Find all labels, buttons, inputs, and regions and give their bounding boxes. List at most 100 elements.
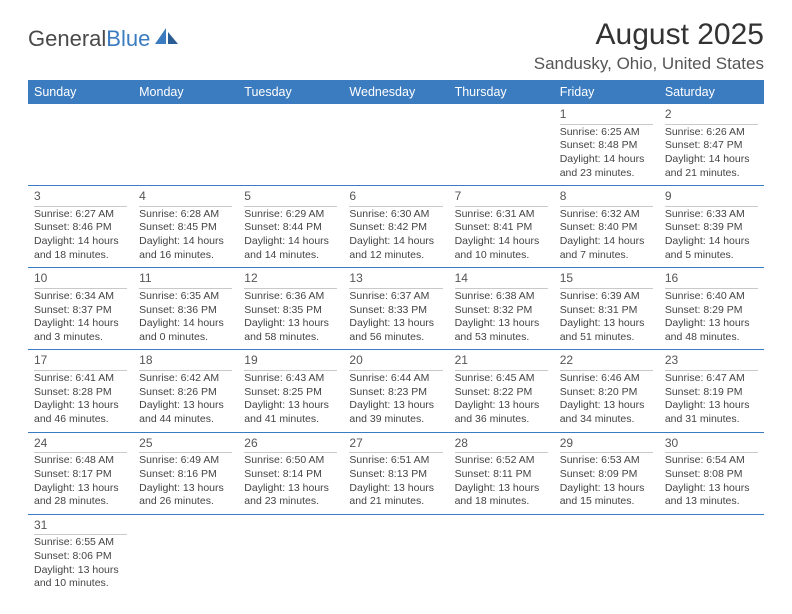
daylight-line: Daylight: 14 hours and 21 minutes.	[665, 153, 758, 180]
calendar-cell	[343, 104, 448, 186]
day-number: 19	[244, 353, 337, 371]
daylight-line: Daylight: 13 hours and 46 minutes.	[34, 399, 127, 426]
day-number: 31	[34, 518, 127, 536]
sunrise-line: Sunrise: 6:47 AM	[665, 372, 758, 386]
day-number: 30	[665, 436, 758, 454]
calendar-cell: 27Sunrise: 6:51 AMSunset: 8:13 PMDayligh…	[343, 432, 448, 514]
logo-text-b: Blue	[106, 26, 150, 52]
day-header: Tuesday	[238, 80, 343, 104]
day-number: 11	[139, 271, 232, 289]
calendar-cell: 20Sunrise: 6:44 AMSunset: 8:23 PMDayligh…	[343, 350, 448, 432]
sunrise-line: Sunrise: 6:50 AM	[244, 454, 337, 468]
calendar-cell: 28Sunrise: 6:52 AMSunset: 8:11 PMDayligh…	[449, 432, 554, 514]
daylight-line: Daylight: 13 hours and 28 minutes.	[34, 482, 127, 509]
day-number: 23	[665, 353, 758, 371]
day-number: 25	[139, 436, 232, 454]
calendar-cell	[449, 104, 554, 186]
sunrise-line: Sunrise: 6:52 AM	[455, 454, 548, 468]
calendar-page: GeneralBlue August 2025 Sandusky, Ohio, …	[0, 0, 792, 614]
day-header: Friday	[554, 80, 659, 104]
sunrise-line: Sunrise: 6:45 AM	[455, 372, 548, 386]
daylight-line: Daylight: 14 hours and 23 minutes.	[560, 153, 653, 180]
daylight-line: Daylight: 13 hours and 44 minutes.	[139, 399, 232, 426]
daylight-line: Daylight: 14 hours and 5 minutes.	[665, 235, 758, 262]
calendar-cell: 14Sunrise: 6:38 AMSunset: 8:32 PMDayligh…	[449, 268, 554, 350]
calendar-row: 17Sunrise: 6:41 AMSunset: 8:28 PMDayligh…	[28, 350, 764, 432]
daylight-line: Daylight: 14 hours and 0 minutes.	[139, 317, 232, 344]
day-number: 28	[455, 436, 548, 454]
logo-sail-icon	[154, 26, 180, 52]
sunset-line: Sunset: 8:32 PM	[455, 304, 548, 318]
calendar-row: 31Sunrise: 6:55 AMSunset: 8:06 PMDayligh…	[28, 514, 764, 596]
sunset-line: Sunset: 8:44 PM	[244, 221, 337, 235]
daylight-line: Daylight: 13 hours and 58 minutes.	[244, 317, 337, 344]
calendar-cell: 25Sunrise: 6:49 AMSunset: 8:16 PMDayligh…	[133, 432, 238, 514]
daylight-line: Daylight: 13 hours and 13 minutes.	[665, 482, 758, 509]
sunrise-line: Sunrise: 6:26 AM	[665, 126, 758, 140]
calendar-cell: 26Sunrise: 6:50 AMSunset: 8:14 PMDayligh…	[238, 432, 343, 514]
calendar-cell: 10Sunrise: 6:34 AMSunset: 8:37 PMDayligh…	[28, 268, 133, 350]
calendar-cell: 4Sunrise: 6:28 AMSunset: 8:45 PMDaylight…	[133, 186, 238, 268]
header: GeneralBlue August 2025 Sandusky, Ohio, …	[28, 18, 764, 74]
daylight-line: Daylight: 13 hours and 15 minutes.	[560, 482, 653, 509]
day-number: 5	[244, 189, 337, 207]
calendar-cell: 2Sunrise: 6:26 AMSunset: 8:47 PMDaylight…	[659, 104, 764, 186]
calendar-cell: 22Sunrise: 6:46 AMSunset: 8:20 PMDayligh…	[554, 350, 659, 432]
sunrise-line: Sunrise: 6:49 AM	[139, 454, 232, 468]
daylight-line: Daylight: 14 hours and 10 minutes.	[455, 235, 548, 262]
day-number: 20	[349, 353, 442, 371]
logo: GeneralBlue	[28, 26, 180, 52]
day-number: 17	[34, 353, 127, 371]
calendar-row: 10Sunrise: 6:34 AMSunset: 8:37 PMDayligh…	[28, 268, 764, 350]
sunset-line: Sunset: 8:08 PM	[665, 468, 758, 482]
sunset-line: Sunset: 8:42 PM	[349, 221, 442, 235]
day-number: 26	[244, 436, 337, 454]
calendar-cell: 24Sunrise: 6:48 AMSunset: 8:17 PMDayligh…	[28, 432, 133, 514]
sunset-line: Sunset: 8:45 PM	[139, 221, 232, 235]
daylight-line: Daylight: 14 hours and 18 minutes.	[34, 235, 127, 262]
sunset-line: Sunset: 8:16 PM	[139, 468, 232, 482]
calendar-cell: 5Sunrise: 6:29 AMSunset: 8:44 PMDaylight…	[238, 186, 343, 268]
day-number: 10	[34, 271, 127, 289]
calendar-row: 24Sunrise: 6:48 AMSunset: 8:17 PMDayligh…	[28, 432, 764, 514]
daylight-line: Daylight: 14 hours and 14 minutes.	[244, 235, 337, 262]
day-header: Thursday	[449, 80, 554, 104]
calendar-cell: 17Sunrise: 6:41 AMSunset: 8:28 PMDayligh…	[28, 350, 133, 432]
calendar-cell: 8Sunrise: 6:32 AMSunset: 8:40 PMDaylight…	[554, 186, 659, 268]
calendar-row: 1Sunrise: 6:25 AMSunset: 8:48 PMDaylight…	[28, 104, 764, 186]
sunset-line: Sunset: 8:31 PM	[560, 304, 653, 318]
sunrise-line: Sunrise: 6:38 AM	[455, 290, 548, 304]
title-block: August 2025 Sandusky, Ohio, United State…	[534, 18, 764, 74]
daylight-line: Daylight: 13 hours and 51 minutes.	[560, 317, 653, 344]
sunrise-line: Sunrise: 6:43 AM	[244, 372, 337, 386]
day-header: Wednesday	[343, 80, 448, 104]
sunset-line: Sunset: 8:09 PM	[560, 468, 653, 482]
day-number: 22	[560, 353, 653, 371]
calendar-cell: 16Sunrise: 6:40 AMSunset: 8:29 PMDayligh…	[659, 268, 764, 350]
day-number: 2	[665, 107, 758, 125]
sunrise-line: Sunrise: 6:30 AM	[349, 208, 442, 222]
sunset-line: Sunset: 8:40 PM	[560, 221, 653, 235]
day-number: 3	[34, 189, 127, 207]
calendar-cell	[238, 514, 343, 596]
sunset-line: Sunset: 8:48 PM	[560, 139, 653, 153]
day-header: Saturday	[659, 80, 764, 104]
day-number: 8	[560, 189, 653, 207]
sunrise-line: Sunrise: 6:25 AM	[560, 126, 653, 140]
calendar-cell	[133, 104, 238, 186]
calendar-cell: 19Sunrise: 6:43 AMSunset: 8:25 PMDayligh…	[238, 350, 343, 432]
sunrise-line: Sunrise: 6:53 AM	[560, 454, 653, 468]
day-number: 24	[34, 436, 127, 454]
daylight-line: Daylight: 13 hours and 53 minutes.	[455, 317, 548, 344]
sunrise-line: Sunrise: 6:27 AM	[34, 208, 127, 222]
logo-text-a: General	[28, 26, 106, 52]
calendar-cell: 29Sunrise: 6:53 AMSunset: 8:09 PMDayligh…	[554, 432, 659, 514]
sunrise-line: Sunrise: 6:36 AM	[244, 290, 337, 304]
calendar-cell: 13Sunrise: 6:37 AMSunset: 8:33 PMDayligh…	[343, 268, 448, 350]
day-number: 18	[139, 353, 232, 371]
sunset-line: Sunset: 8:19 PM	[665, 386, 758, 400]
daylight-line: Daylight: 13 hours and 56 minutes.	[349, 317, 442, 344]
sunrise-line: Sunrise: 6:48 AM	[34, 454, 127, 468]
sunset-line: Sunset: 8:13 PM	[349, 468, 442, 482]
sunrise-line: Sunrise: 6:44 AM	[349, 372, 442, 386]
